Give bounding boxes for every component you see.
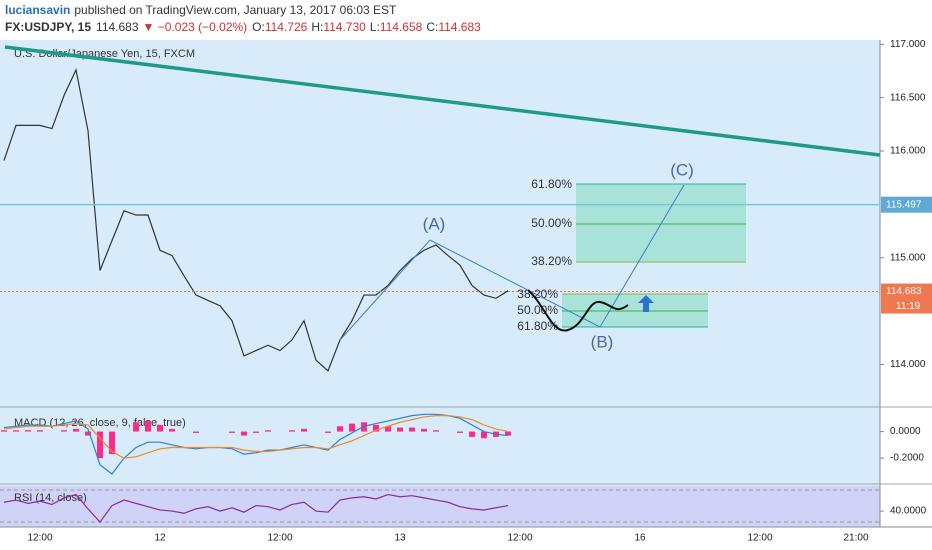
histogram-bar xyxy=(169,428,175,432)
header-line-1: luciansavin published on TradingView.com,… xyxy=(5,3,397,17)
y-tick-label: 115.000 xyxy=(890,252,926,263)
chart-background xyxy=(0,40,880,527)
high: 114.730 xyxy=(323,20,366,34)
x-tick-label: 13 xyxy=(394,533,406,544)
wave-projection xyxy=(339,184,685,341)
x-tick-label: 21:00 xyxy=(843,533,868,544)
x-tick-label: 16 xyxy=(634,533,646,544)
histogram-bar xyxy=(145,420,151,432)
reference-tag-label: 115.497 xyxy=(886,199,922,210)
histogram-bar xyxy=(229,431,235,433)
x-tick-label: 12:00 xyxy=(747,533,772,544)
change: ▼ −0.023 (−0.02%) xyxy=(143,20,248,34)
histogram-bar xyxy=(385,426,391,432)
price-line xyxy=(3,67,509,372)
low: 114.658 xyxy=(380,20,423,34)
close-label: C: xyxy=(426,20,438,34)
fib-label: 50.00% xyxy=(517,303,558,317)
histogram-bar xyxy=(265,430,271,432)
histogram-bar xyxy=(373,424,379,432)
histogram-bar xyxy=(25,430,31,432)
histogram-bar xyxy=(193,431,199,433)
histogram-bar xyxy=(421,428,427,432)
wave-label: (C) xyxy=(670,160,694,179)
y-tick-label: 114.000 xyxy=(890,359,926,370)
wave-label: (B) xyxy=(591,332,614,351)
reference-tag xyxy=(881,196,932,213)
close: 114.683 xyxy=(438,20,481,34)
histogram-bar xyxy=(73,428,79,432)
x-tick-label: 12:00 xyxy=(267,533,292,544)
author: luciansavin xyxy=(5,3,70,17)
histogram-bar xyxy=(505,431,511,436)
fib-label: 50.00% xyxy=(531,216,572,230)
y-tick-label: 116.500 xyxy=(890,92,926,103)
histogram-bar xyxy=(157,424,163,432)
last: 114.683 xyxy=(96,20,139,34)
fib-label: 61.80% xyxy=(531,177,572,191)
published: published on TradingView.com, January 13… xyxy=(74,3,397,17)
fib-label: 38.20% xyxy=(531,254,572,268)
histogram-bar xyxy=(481,431,487,439)
rsi-band xyxy=(0,486,880,526)
histogram-bar xyxy=(469,431,475,437)
header-line-2: FX:USDJPY, 15 114.683 ▼ −0.023 (−0.02%) O:1… xyxy=(5,20,481,34)
wave-path xyxy=(527,289,629,332)
histogram-bar xyxy=(397,427,403,432)
wave-label: (A) xyxy=(423,214,446,233)
histogram-bar xyxy=(37,430,43,432)
histogram-bar xyxy=(97,431,103,459)
trendline xyxy=(4,45,881,157)
y-tick-label: 116.000 xyxy=(890,146,926,157)
histogram-bar xyxy=(133,422,139,432)
x-tick-label: 12 xyxy=(154,533,166,544)
low-label: L: xyxy=(370,20,380,34)
histogram-bar xyxy=(433,430,439,432)
y-tick-label: 117.000 xyxy=(890,39,926,50)
histogram-bar xyxy=(301,428,307,432)
histogram-bar xyxy=(289,430,295,432)
histogram-bar xyxy=(241,431,247,436)
y-tick-label: 40.0000 xyxy=(890,506,927,517)
histogram-bar xyxy=(253,431,259,433)
main-title: U.S. Dollar/Japanese Yen, 15, FXCM xyxy=(14,48,195,60)
macd-line xyxy=(3,413,509,475)
histogram-bar xyxy=(337,426,343,432)
histogram-bar xyxy=(13,430,19,432)
high-label: H: xyxy=(311,20,323,34)
symbol: FX:USDJPY, 15 xyxy=(5,20,91,34)
macd-line xyxy=(3,415,509,459)
histogram-bar xyxy=(457,431,463,433)
price-line xyxy=(3,493,509,524)
histogram-bar xyxy=(61,430,67,432)
last-price-tag xyxy=(881,283,932,314)
y-tick-label: 0.0000 xyxy=(890,426,921,437)
histogram-bar xyxy=(109,431,115,455)
histogram-bar xyxy=(409,427,415,432)
time-to-close: 11:19 xyxy=(896,301,921,312)
x-tick-label: 12:00 xyxy=(507,533,532,544)
histogram-bar xyxy=(325,431,331,433)
rsi-title: RSI (14, close) xyxy=(14,492,87,504)
open: 114.726 xyxy=(265,20,308,34)
histogram-bar xyxy=(1,430,7,432)
up-arrow xyxy=(638,295,654,312)
last-price-tag-label: 114.683 xyxy=(886,286,922,297)
histogram-bar xyxy=(349,423,355,432)
fib-label: 61.80% xyxy=(517,319,558,333)
histogram-bar xyxy=(85,431,91,436)
y-tick-label: -0.2000 xyxy=(890,453,924,464)
x-tick-label: 12:00 xyxy=(27,533,52,544)
open-label: O: xyxy=(252,20,265,34)
fib-label: 38.20% xyxy=(517,287,558,301)
